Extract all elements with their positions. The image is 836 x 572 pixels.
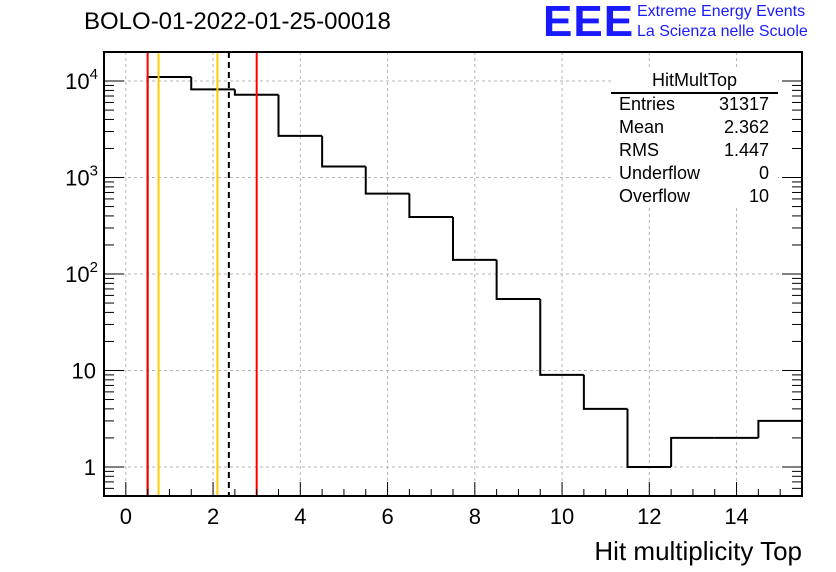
logo-subtitle-line1: Extreme Energy Events — [637, 3, 806, 20]
stats-row-entries: Entries 31317 — [619, 94, 769, 116]
x-tick-label: 14 — [724, 504, 748, 529]
x-tick-label: 0 — [120, 504, 132, 529]
histogram-bin — [757, 419, 802, 438]
histogram-bin — [670, 436, 715, 467]
x-tick-label: 10 — [550, 504, 574, 529]
page-title: BOLO-01-2022-01-25-00018 — [84, 8, 391, 35]
histogram-bin — [408, 193, 453, 218]
x-tick-label: 6 — [381, 504, 393, 529]
grid-layer — [104, 52, 802, 496]
x-tick-label: 4 — [294, 504, 306, 529]
marker-lines-layer — [146, 52, 258, 496]
histogram-bin — [190, 77, 235, 91]
histogram-bin — [539, 299, 584, 376]
logo-subtitle-line2: La Scienza nelle Scuole — [637, 23, 808, 40]
stats-row-underflow: Underflow 0 — [619, 163, 769, 185]
stats-label: Underflow — [619, 163, 701, 183]
histogram-bin — [321, 135, 366, 168]
histogram-bin — [277, 94, 323, 137]
stats-label: Mean — [619, 117, 665, 137]
stats-row-mean: Mean 2.362 — [619, 117, 769, 139]
x-tick-label: 12 — [637, 504, 661, 529]
histogram-bin — [452, 216, 497, 261]
y-tick-label: 103 — [65, 163, 98, 191]
stats-row-overflow: Overflow 10 — [619, 186, 769, 208]
eee-logo: EEE — [543, 0, 635, 46]
stats-box: HitMultTop Entries 31317 Mean 2.362 RMS … — [611, 70, 778, 206]
histogram-bin — [233, 89, 279, 96]
stats-label: Overflow — [619, 186, 691, 206]
histogram-bin — [146, 76, 192, 496]
x-tick-label: 8 — [469, 504, 481, 529]
histogram-bin — [582, 374, 628, 410]
axis-layer: 0 2 4 6 8 10 12 14 1 10 102 103 104 — [65, 51, 803, 529]
y-tick-label: 104 — [65, 66, 98, 94]
stats-value: 2.362 — [723, 117, 769, 137]
stats-label: RMS — [619, 140, 659, 160]
stats-value: 1.447 — [723, 140, 769, 160]
stats-divider — [611, 92, 778, 94]
stats-label: Entries — [619, 94, 676, 114]
y-tick-label: 102 — [65, 259, 98, 287]
x-axis-label: Hit multiplicity Top — [594, 536, 802, 566]
x-tick-label: 2 — [207, 504, 219, 529]
stats-row-rms: RMS 1.447 — [619, 140, 769, 162]
y-tick-label: 10 — [72, 358, 96, 383]
stats-value: 0 — [758, 163, 769, 183]
stats-value: 31317 — [718, 94, 769, 114]
y-tick-label: 1 — [84, 455, 96, 480]
histogram-bin — [364, 166, 410, 195]
stats-value: 10 — [748, 186, 769, 206]
stats-title: HitMultTop — [651, 70, 738, 90]
histogram-bin — [495, 259, 541, 301]
histogram-bin — [626, 408, 672, 468]
